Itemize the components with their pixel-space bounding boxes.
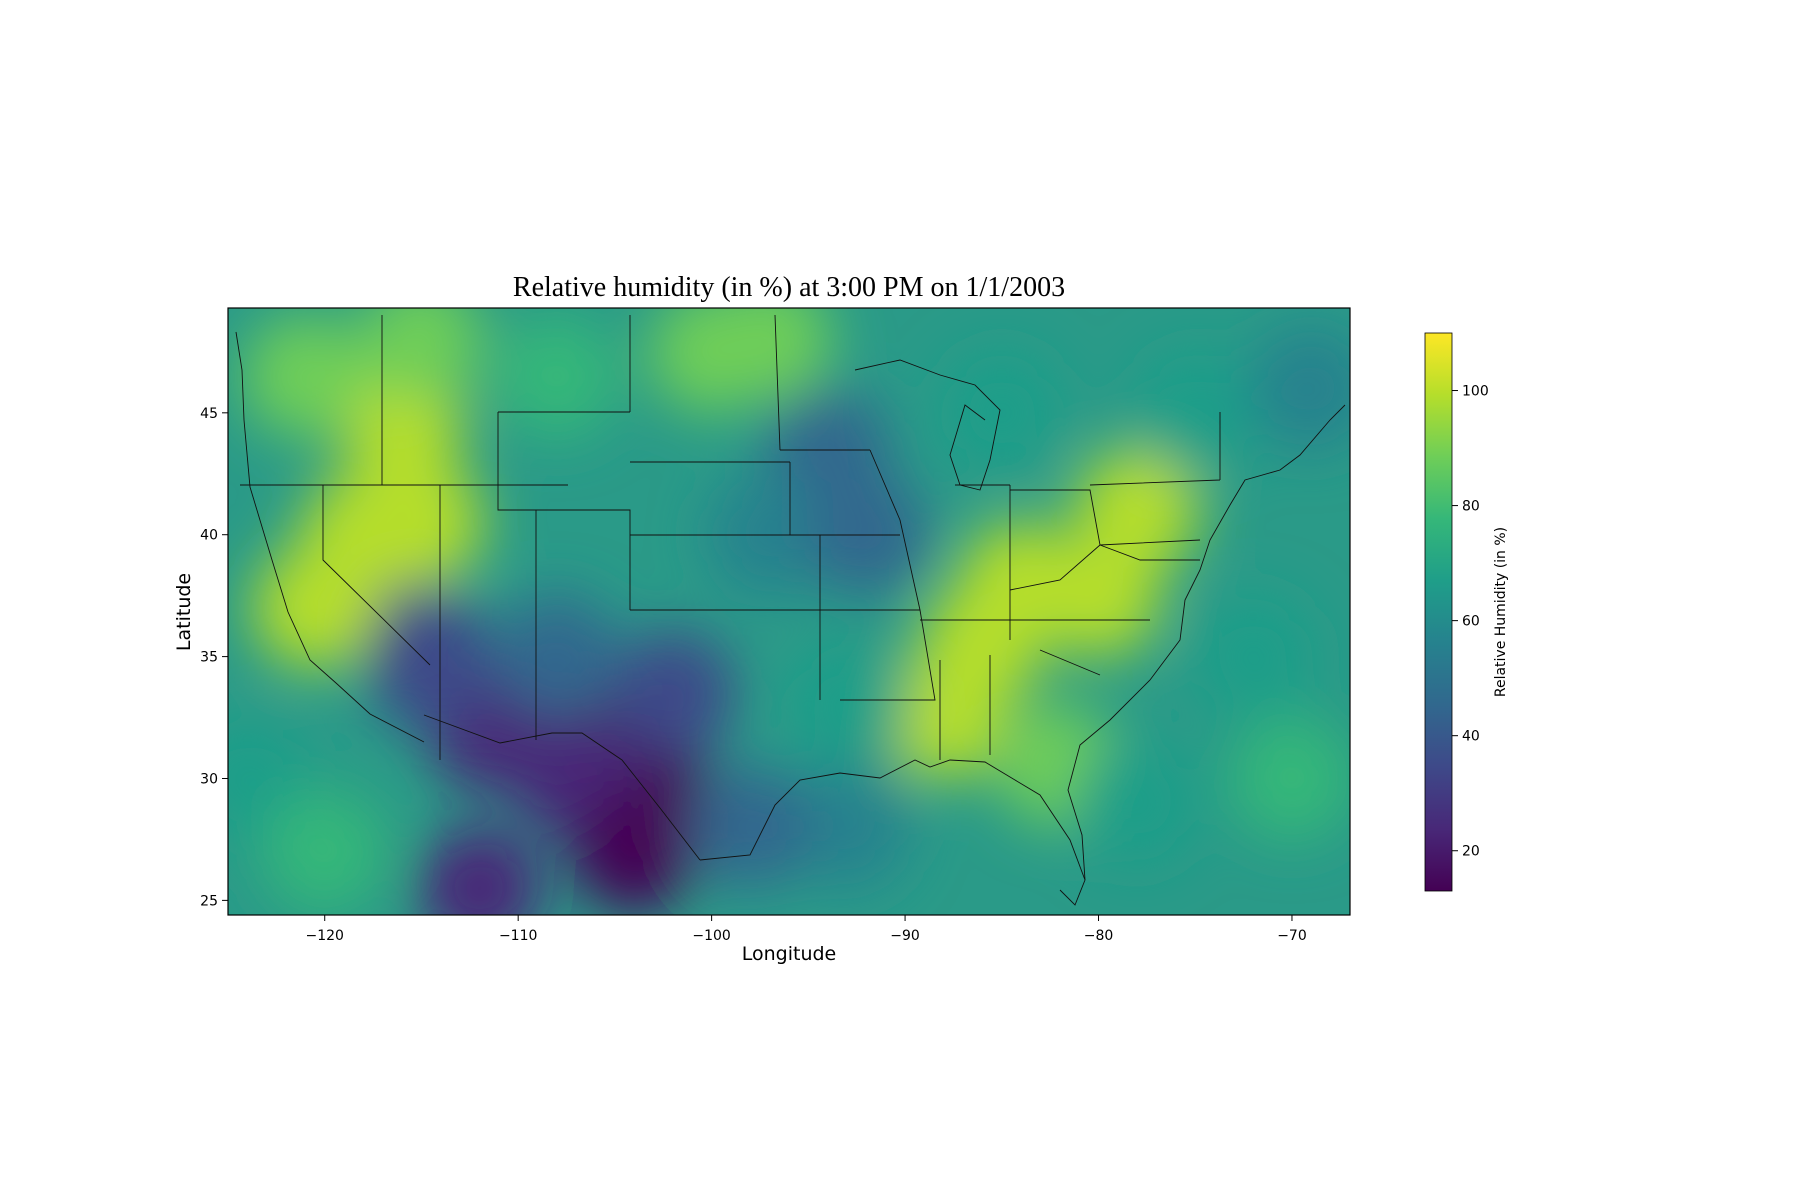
plot-frame <box>227 307 1351 916</box>
colorbar-tick-label: 80 <box>1462 499 1480 515</box>
state-grid-east <box>955 412 1221 640</box>
humidity-region-26 <box>785 643 910 768</box>
x-axis-label: Longitude <box>742 943 837 965</box>
colorbar-tick-label: 40 <box>1462 729 1480 745</box>
humidity-region-6 <box>572 789 697 914</box>
humidity-region-32 <box>1249 326 1350 451</box>
colorbar-gradient <box>1424 332 1453 892</box>
x-tick-label: −90 <box>890 928 920 944</box>
east-coastline <box>1067 404 1346 881</box>
humidity-region-19 <box>253 545 378 670</box>
humidity-region-35 <box>1075 740 1200 865</box>
x-tick-label: −110 <box>499 928 537 944</box>
chart-title: Relative humidity (in %) at 3:00 PM on 1… <box>512 272 1066 303</box>
humidity-region-34 <box>1229 716 1350 841</box>
great-lakes-outline <box>854 359 1001 491</box>
x-axis: −120 −110 −100 −90 −80 −70 <box>305 915 1307 944</box>
state-grid-central <box>774 314 1150 760</box>
colorbar-tick-label: 20 <box>1462 844 1480 860</box>
gulf-coastline <box>699 759 1086 906</box>
humidity-region-22 <box>959 521 1084 646</box>
y-tick-label: 45 <box>200 406 218 422</box>
y-tick-label: 30 <box>200 771 218 787</box>
humidity-region-18 <box>243 314 368 439</box>
y-tick-label: 25 <box>200 893 218 909</box>
colorbar-tick-label: 100 <box>1462 384 1489 400</box>
humidity-region-4 <box>417 826 542 915</box>
state-grid-west <box>240 315 821 760</box>
mexico-border <box>423 714 701 861</box>
humidity-region-33 <box>1191 594 1316 719</box>
colorbar-ticks: 20 40 60 80 100 <box>1452 384 1489 860</box>
y-tick-label: 35 <box>200 650 218 666</box>
x-tick-label: −120 <box>305 928 343 944</box>
heatmap-layer <box>228 308 1350 915</box>
x-tick-label: −80 <box>1084 928 1114 944</box>
y-axis-label: Latitude <box>173 573 195 651</box>
humidity-region-24 <box>881 655 1006 780</box>
humidity-region-8 <box>494 594 619 719</box>
x-tick-label: −100 <box>692 928 730 944</box>
humidity-region-30 <box>939 350 1064 475</box>
colorbar-tick-label: 60 <box>1462 614 1480 630</box>
state-boundaries <box>235 314 1346 906</box>
colorbar-label: Relative Humidity (in %) <box>1493 527 1509 697</box>
humidity-region-31 <box>1133 350 1258 475</box>
west-coastline <box>235 331 425 743</box>
humidity-region-37 <box>262 789 387 914</box>
humidity-region-13 <box>785 765 910 890</box>
humidity-region-29 <box>707 308 832 402</box>
humidity-region-9 <box>610 631 735 756</box>
y-axis: 25 30 35 40 45 <box>200 406 228 909</box>
x-tick-label: −70 <box>1277 928 1307 944</box>
humidity-region-7 <box>359 582 484 707</box>
humidity-region-27 <box>494 314 619 439</box>
y-tick-label: 40 <box>200 528 218 544</box>
humidity-region-38 <box>359 308 484 402</box>
